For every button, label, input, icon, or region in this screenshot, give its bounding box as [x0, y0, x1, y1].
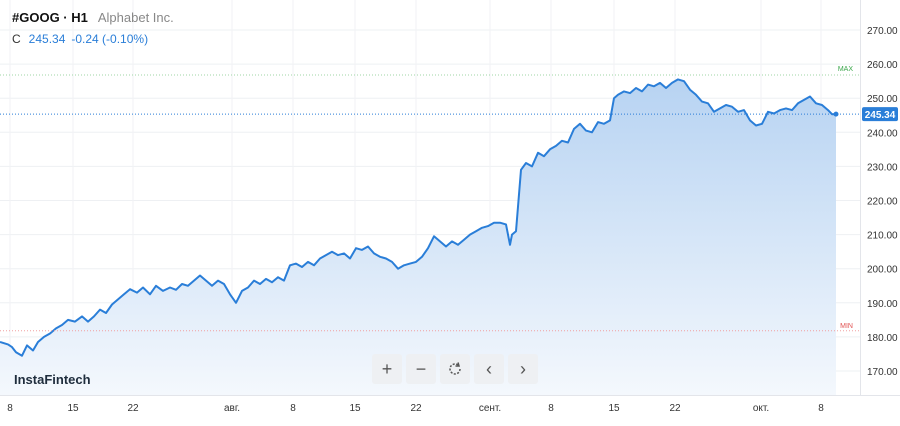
y-tick-label: 210.00 — [867, 231, 898, 242]
price-line — [0, 78, 837, 357]
y-tick-label: 220.00 — [867, 197, 898, 208]
chart-toolbar: + − ‹ › — [372, 354, 538, 384]
company-name: Alphabet Inc. — [97, 10, 174, 25]
minus-icon: − — [415, 359, 427, 379]
plus-icon: + — [381, 359, 393, 379]
y-tick-label: 190.00 — [867, 299, 898, 310]
y-tick-label: 200.00 — [867, 265, 898, 276]
x-tick-label: 15 — [67, 403, 79, 414]
y-tick-label: 170.00 — [867, 367, 898, 378]
y-tick-label: 230.00 — [867, 162, 898, 173]
x-tick-label: 8 — [548, 403, 554, 414]
scroll-left-button[interactable]: ‹ — [474, 354, 504, 384]
x-tick-label: авг. — [224, 403, 240, 414]
reset-button[interactable] — [440, 354, 470, 384]
x-tick-label: сент. — [479, 403, 501, 414]
max-label: MAX — [838, 66, 854, 73]
y-tick-label: 180.00 — [867, 333, 898, 344]
y-tick-label: 260.00 — [867, 60, 898, 71]
reset-icon — [449, 362, 461, 375]
change-value: -0.24 (-0.10%) — [71, 32, 149, 46]
last-price-badge — [862, 107, 898, 122]
x-tick-label: 15 — [349, 403, 361, 414]
zoom-out-button[interactable]: − — [406, 354, 436, 384]
x-tick-label: 22 — [410, 403, 422, 414]
brand-logo: InstaFintech — [14, 372, 91, 387]
quote-row: C 245.34 -0.24 (-0.10%) — [12, 32, 148, 46]
min-label: MIN — [840, 323, 853, 330]
x-tick-label: 22 — [669, 403, 681, 414]
close-label: C — [12, 32, 21, 46]
chart-header: #GOOG · H1 Alphabet Inc. — [12, 10, 174, 25]
price-area — [0, 79, 836, 396]
zoom-in-button[interactable]: + — [372, 354, 402, 384]
y-tick-label: 250.00 — [867, 94, 898, 105]
x-tick-label: 22 — [127, 403, 139, 414]
x-tick-label: 8 — [7, 403, 13, 414]
x-tick-label: 8 — [290, 403, 296, 414]
chevron-right-icon: › — [520, 359, 526, 379]
last-price-dot — [833, 111, 839, 117]
chevron-left-icon: ‹ — [486, 359, 492, 379]
y-tick-label: 270.00 — [867, 26, 898, 37]
x-tick-label: 8 — [818, 403, 824, 414]
y-tick-label: 240.00 — [867, 128, 898, 139]
close-value: 245.34 — [28, 32, 66, 46]
symbol-label: #GOOG · H1 — [12, 10, 88, 25]
x-tick-label: окт. — [753, 403, 769, 414]
x-tick-label: 15 — [608, 403, 620, 414]
last-price-label: 245.34 — [865, 110, 896, 121]
scroll-right-button[interactable]: › — [508, 354, 538, 384]
